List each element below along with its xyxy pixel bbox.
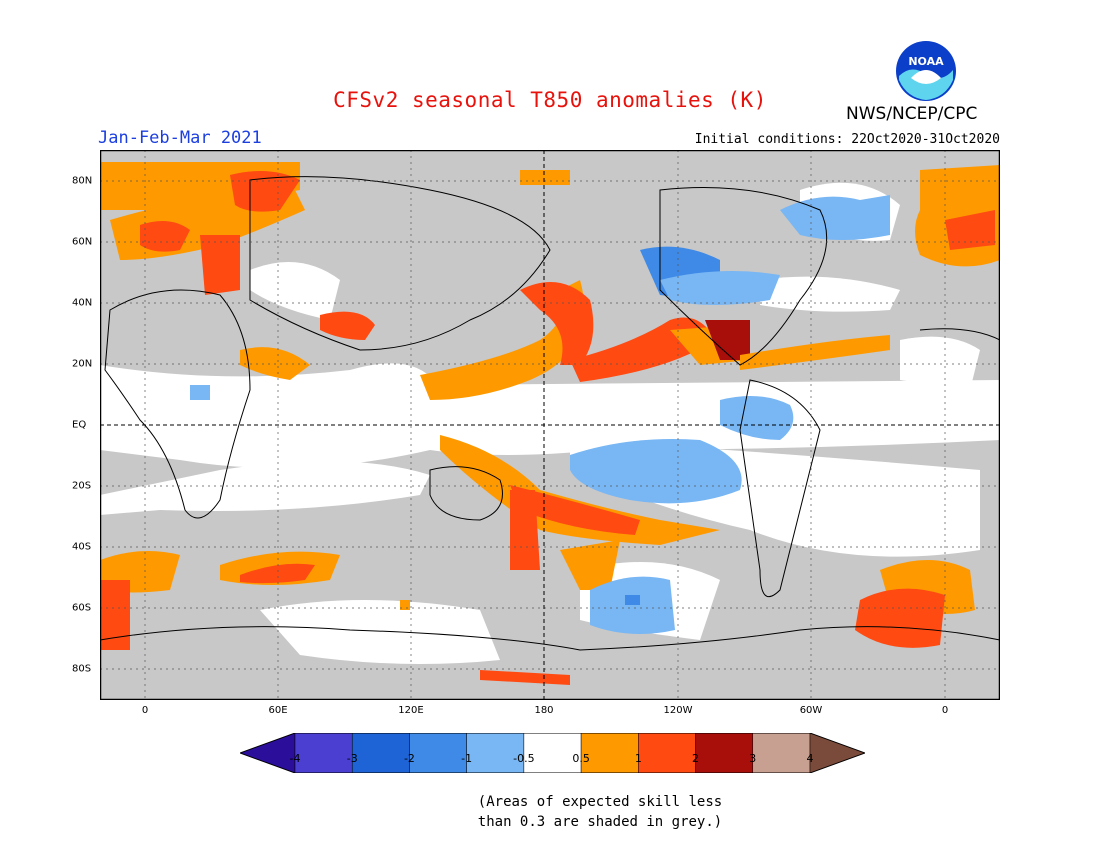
colorbar-cell <box>695 733 754 773</box>
colorbar-label: -2 <box>403 752 415 765</box>
colorbar-label: -0.5 <box>513 752 535 765</box>
colorbar-label: -4 <box>289 752 301 765</box>
x-tick-label: 120E <box>398 705 424 716</box>
y-tick-label: 40N <box>72 297 93 309</box>
y-tick-label: EQ <box>72 419 87 431</box>
y-tick-label: 40S <box>72 541 92 553</box>
colorbar-cell <box>351 733 410 773</box>
colorbar-cell <box>523 733 582 773</box>
colorbar-cell <box>752 733 811 773</box>
y-tick-label: 80S <box>72 663 92 675</box>
y-tick-label: 20N <box>72 358 93 370</box>
period-label: Jan-Feb-Mar 2021 <box>98 128 262 148</box>
skill-note: (Areas of expected skill less than 0.3 a… <box>0 792 1100 832</box>
map-title: CFSv2 seasonal T850 anomalies (K) <box>333 88 767 112</box>
colorbar-cell <box>240 733 296 773</box>
cool-anomaly-areas <box>190 195 890 634</box>
colorbar-cell <box>294 733 353 773</box>
y-tick-label: 80N <box>72 175 93 187</box>
colorbar-label: 2 <box>692 752 700 765</box>
warm-anomaly-areas <box>100 162 1000 685</box>
noaa-logo: NOAA <box>896 41 956 101</box>
y-tick-label: 60N <box>72 236 93 248</box>
x-tick-label: 60E <box>268 705 288 716</box>
y-tick-label: 20S <box>72 480 92 492</box>
colorbar-label: 4 <box>806 752 814 765</box>
colorbar <box>240 733 865 773</box>
colorbar-cell <box>409 733 467 773</box>
colorbar-label: -3 <box>346 752 358 765</box>
skill-note-line-2: than 0.3 are shaded in grey.) <box>477 814 723 830</box>
colorbar-label: 1 <box>634 752 642 765</box>
x-tick-label: 120W <box>663 705 693 716</box>
x-tick-label: 60W <box>799 705 823 716</box>
x-tick-label: 180 <box>534 705 554 716</box>
initial-conditions-label: Initial conditions: 22Oct2020-31Oct2020 <box>694 132 1000 147</box>
organization-label: NWS/NCEP/CPC <box>846 104 978 124</box>
x-tick-label: 0 <box>141 705 149 716</box>
colorbar-cell <box>809 733 865 773</box>
y-tick-label: 60S <box>72 602 92 614</box>
coastlines <box>100 176 1000 651</box>
colorbar-label: 0.5 <box>572 752 590 765</box>
colorbar-label: 3 <box>749 752 757 765</box>
anomaly-map <box>100 150 1000 700</box>
svg-text:NOAA: NOAA <box>908 55 944 68</box>
colorbar-cell <box>638 733 696 773</box>
skill-note-line-1: (Areas of expected skill less <box>477 794 723 810</box>
colorbar-label: -1 <box>461 752 473 765</box>
x-tick-label: 0 <box>941 705 949 716</box>
lat-lon-grid <box>100 150 1000 700</box>
